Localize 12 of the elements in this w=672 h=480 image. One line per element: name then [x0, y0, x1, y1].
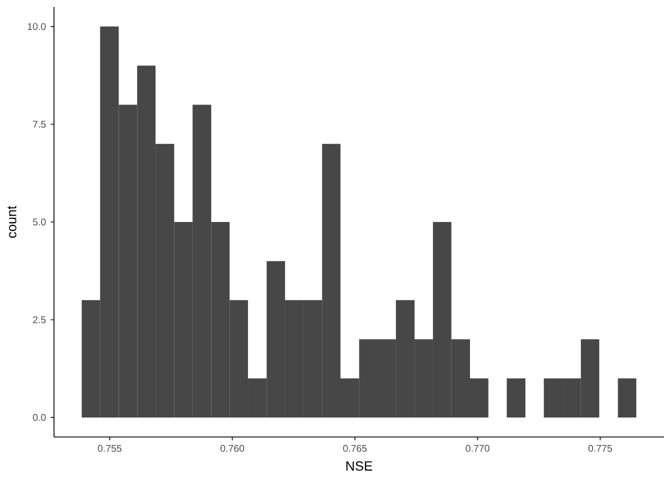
y-tick-label: 0.0 — [32, 414, 46, 421]
y-axis-title: count — [8, 206, 16, 238]
x-tick-label: 0.775 — [588, 444, 612, 452]
x-tick-label: 0.760 — [220, 444, 244, 452]
y-tick-label: 2.5 — [33, 316, 46, 324]
x-tick-label: 0.765 — [343, 444, 367, 452]
y-tick-label: 7.5 — [33, 120, 46, 128]
x-tick-label: 0.770 — [466, 444, 490, 452]
y-tick-label: 10.0 — [28, 23, 46, 30]
y-tick-label: 5.0 — [32, 218, 46, 226]
x-axis-title: NSE — [346, 461, 372, 471]
x-tick-label: 0.755 — [98, 444, 122, 452]
